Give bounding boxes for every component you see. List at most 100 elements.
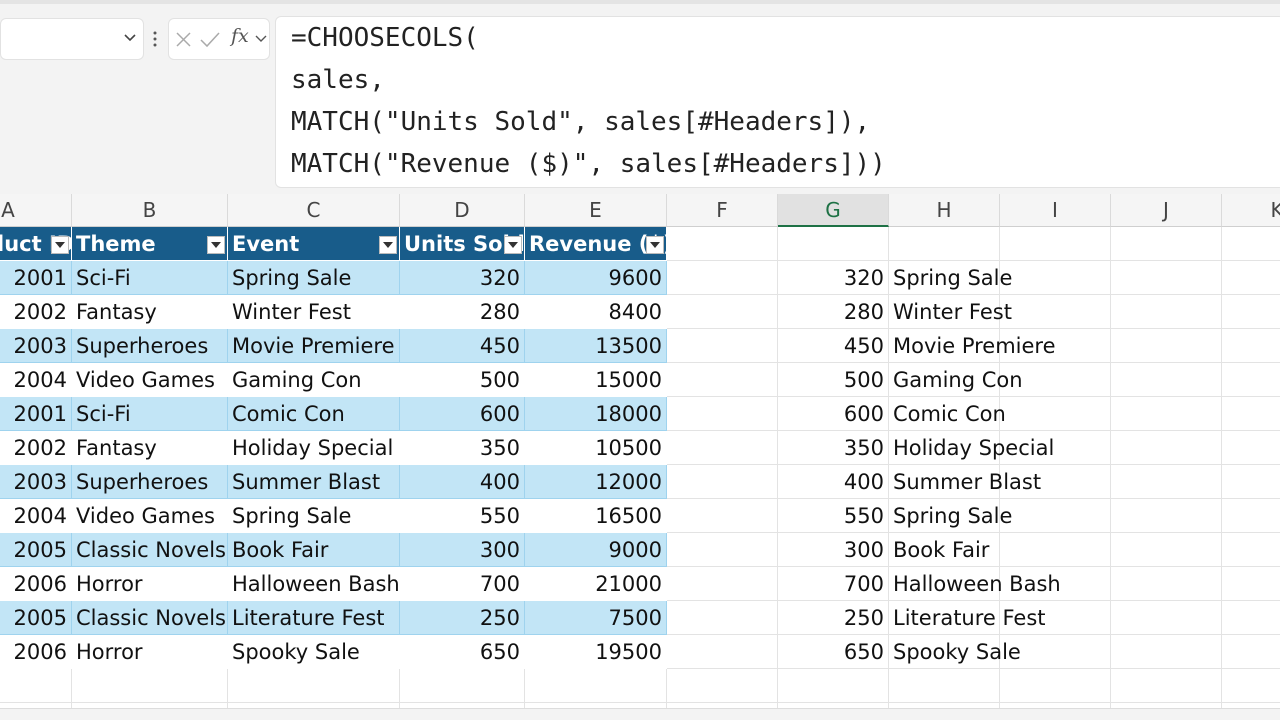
cell[interactable]	[1000, 431, 1111, 465]
spill-cell[interactable]: 500	[778, 363, 889, 397]
cancel-enter-icons[interactable]	[175, 31, 225, 49]
cell[interactable]	[0, 669, 72, 703]
table-cell[interactable]: 19500	[525, 635, 667, 669]
spill-cell[interactable]: 700	[778, 567, 889, 601]
cell[interactable]	[228, 499, 400, 533]
cell[interactable]	[667, 261, 778, 295]
cell[interactable]	[778, 635, 889, 669]
cell[interactable]	[400, 635, 525, 669]
cell[interactable]	[525, 635, 667, 669]
table-cell[interactable]: Holiday Special	[228, 431, 400, 465]
cell[interactable]	[525, 431, 667, 465]
cell[interactable]	[889, 499, 1000, 533]
spill-cell[interactable]: 350	[778, 431, 889, 465]
cell[interactable]	[228, 295, 400, 329]
table-header-cell[interactable]: Event	[228, 227, 400, 261]
cell[interactable]	[1111, 635, 1222, 669]
cell[interactable]	[228, 567, 400, 601]
table-header-cell[interactable]: Revenue ($)	[525, 227, 667, 261]
cell[interactable]	[889, 295, 1000, 329]
cell[interactable]	[667, 669, 778, 703]
cell[interactable]	[1111, 261, 1222, 295]
cell[interactable]	[778, 227, 889, 261]
cell[interactable]	[1111, 329, 1222, 363]
cell[interactable]	[72, 499, 228, 533]
cell[interactable]	[778, 431, 889, 465]
cell[interactable]	[525, 227, 667, 261]
cell[interactable]	[1000, 669, 1111, 703]
table-cell[interactable]: Gaming Con	[228, 363, 400, 397]
cell[interactable]	[889, 465, 1000, 499]
cell[interactable]	[0, 363, 72, 397]
cell[interactable]	[228, 465, 400, 499]
cell[interactable]	[667, 601, 778, 635]
cell[interactable]	[0, 601, 72, 635]
cell[interactable]	[400, 227, 525, 261]
table-cell[interactable]: Video Games	[72, 499, 228, 533]
cell[interactable]	[400, 669, 525, 703]
cell[interactable]	[667, 499, 778, 533]
cell[interactable]	[1000, 601, 1111, 635]
spill-cell[interactable]: Spooky Sale	[889, 635, 1021, 669]
cell[interactable]	[525, 329, 667, 363]
cell[interactable]	[1111, 465, 1222, 499]
table-cell[interactable]: 2002	[0, 295, 72, 329]
table-cell[interactable]: 21000	[525, 567, 667, 601]
cell[interactable]	[0, 261, 72, 295]
table-cell[interactable]: 13500	[525, 329, 667, 363]
table-cell[interactable]: 550	[400, 499, 525, 533]
cell[interactable]	[667, 635, 778, 669]
table-cell[interactable]: 7500	[525, 601, 667, 635]
fx-button[interactable]: fx	[231, 25, 249, 47]
table-cell[interactable]: 2006	[0, 635, 72, 669]
cell[interactable]	[400, 261, 525, 295]
table-cell[interactable]: 2003	[0, 465, 72, 499]
cell[interactable]	[889, 635, 1000, 669]
table-cell[interactable]: Superheroes	[72, 465, 228, 499]
table-cell[interactable]: 250	[400, 601, 525, 635]
cell[interactable]	[1000, 465, 1111, 499]
table-cell[interactable]: Spooky Sale	[228, 635, 400, 669]
cell[interactable]	[0, 635, 72, 669]
cell[interactable]	[0, 227, 72, 261]
table-cell[interactable]: Horror	[72, 635, 228, 669]
cell[interactable]	[0, 397, 72, 431]
spill-cell[interactable]: 550	[778, 499, 889, 533]
table-cell[interactable]: 2001	[0, 397, 72, 431]
spill-cell[interactable]: Book Fair	[889, 533, 1000, 567]
cell[interactable]	[1000, 567, 1111, 601]
cell[interactable]	[400, 601, 525, 635]
table-cell[interactable]: 400	[400, 465, 525, 499]
cell[interactable]	[1222, 363, 1280, 397]
cell[interactable]	[889, 261, 1000, 295]
table-cell[interactable]: Comic Con	[228, 397, 400, 431]
table-header-cell[interactable]: Theme	[72, 227, 228, 261]
cell[interactable]	[1111, 227, 1222, 261]
table-cell[interactable]: Halloween Bash	[228, 567, 400, 601]
table-cell[interactable]: 2003	[0, 329, 72, 363]
filter-button[interactable]	[379, 236, 397, 254]
cell[interactable]	[667, 397, 778, 431]
cell[interactable]	[228, 533, 400, 567]
table-cell[interactable]: 350	[400, 431, 525, 465]
table-cell[interactable]: 2006	[0, 567, 72, 601]
cell[interactable]	[1111, 295, 1222, 329]
column-header[interactable]: D	[400, 194, 525, 227]
spill-cell[interactable]: Gaming Con	[889, 363, 1023, 397]
table-cell[interactable]: 9000	[525, 533, 667, 567]
table-cell[interactable]: 600	[400, 397, 525, 431]
table-cell[interactable]: 9600	[525, 261, 667, 295]
cell[interactable]	[400, 329, 525, 363]
cell[interactable]	[400, 533, 525, 567]
table-cell[interactable]: Sci-Fi	[72, 397, 228, 431]
table-cell[interactable]: Winter Fest	[228, 295, 400, 329]
spill-cell[interactable]: 250	[778, 601, 889, 635]
cell[interactable]	[1222, 499, 1280, 533]
table-cell[interactable]: 450	[400, 329, 525, 363]
table-cell[interactable]: 2005	[0, 533, 72, 567]
filter-button[interactable]	[646, 236, 664, 254]
cell[interactable]	[1000, 329, 1111, 363]
cell[interactable]	[1222, 397, 1280, 431]
table-cell[interactable]: Sci-Fi	[72, 261, 228, 295]
spill-cell[interactable]: 600	[778, 397, 889, 431]
